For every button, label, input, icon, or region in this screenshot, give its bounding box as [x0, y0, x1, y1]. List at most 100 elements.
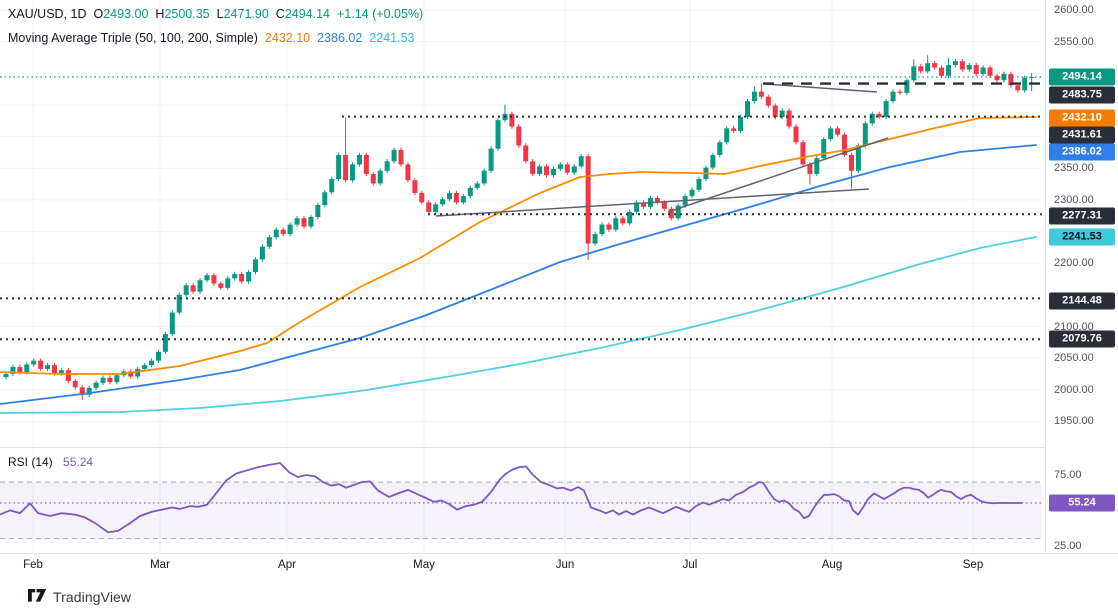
candle-body [363, 154, 369, 174]
candle-body [918, 66, 924, 72]
candle-body [356, 154, 362, 165]
month-label-Apr[interactable]: Apr [278, 559, 296, 571]
rsi-legend[interactable]: RSI (14) 55.24 [8, 455, 93, 469]
axis-tick: 2000.00 [1054, 383, 1094, 396]
month-label-Feb[interactable]: Feb [23, 559, 43, 571]
axis-tick: 2550.00 [1054, 35, 1094, 48]
month-label-Aug[interactable]: Aug [821, 559, 843, 571]
candle-body [169, 312, 175, 335]
trendline [764, 83, 878, 93]
candle-body [329, 179, 335, 193]
price-badge-2079.76: 2079.76 [1049, 330, 1115, 348]
ohlc-item: H2500.35 [155, 7, 210, 21]
candle-body [45, 365, 51, 369]
month-label-May[interactable]: May [413, 559, 435, 571]
candle-body [758, 91, 764, 97]
candle-body [440, 199, 446, 205]
candle-body [93, 382, 99, 388]
candle-body [488, 148, 494, 171]
candle-body [731, 128, 737, 131]
rsi-band [0, 482, 1042, 539]
candle-body [72, 380, 78, 388]
candle-body [225, 278, 231, 288]
price-badge-2277.31: 2277.31 [1049, 207, 1115, 224]
candle-body [987, 67, 993, 76]
trendline [667, 137, 889, 213]
candle-body [530, 161, 536, 174]
candle-body [523, 145, 529, 162]
sma-100-line [0, 144, 1037, 405]
candle-body [426, 202, 432, 212]
candle-body [890, 91, 896, 102]
price-badge-2431.61: 2431.61 [1049, 126, 1115, 143]
candle-body [675, 205, 681, 219]
price-badge-2241.53: 2241.53 [1049, 228, 1115, 246]
candle-body [578, 156, 584, 167]
chart-canvas[interactable] [0, 0, 1045, 578]
candle-body [952, 61, 958, 66]
candle-body [273, 229, 279, 238]
candle-body [862, 123, 868, 146]
candle-body [883, 101, 889, 117]
candle-body [855, 145, 861, 171]
candle-body [79, 387, 85, 395]
candle-body [994, 75, 1000, 81]
axis-tick: 1950.00 [1054, 415, 1094, 428]
candle-body [86, 387, 92, 395]
candle-body [557, 164, 563, 169]
candle-body [377, 170, 383, 184]
month-label-Mar[interactable]: Mar [150, 559, 170, 571]
candle-body [717, 142, 723, 155]
candle-body [128, 371, 134, 377]
axis-tick: 2600.00 [1054, 4, 1094, 16]
candle-body [904, 80, 910, 93]
candle-body [911, 66, 917, 81]
candle-body [391, 149, 397, 162]
candle-body [738, 116, 744, 131]
symbol-title: XAU/USD, 1D [8, 7, 87, 21]
sma-200-line [0, 236, 1037, 414]
axis-tick: 2050.00 [1054, 352, 1094, 365]
ma-legend[interactable]: Moving Average Triple (50, 100, 200, Sim… [8, 31, 421, 45]
candle-body [266, 237, 272, 247]
candle-body [218, 283, 224, 288]
candle-body [3, 373, 9, 378]
candle-body [516, 126, 522, 146]
candle-body [259, 246, 265, 260]
candle-body [149, 360, 155, 366]
candle-body [821, 139, 827, 159]
candle-body [336, 154, 342, 180]
axis-tick: 25.00 [1054, 540, 1082, 552]
price-badge-2386.02: 2386.02 [1049, 143, 1115, 160]
candle-body [641, 202, 647, 207]
candle-body [689, 189, 695, 197]
price-badge-2432.10: 2432.10 [1049, 109, 1115, 126]
candle-body [537, 166, 543, 174]
candle-body [939, 67, 945, 76]
ohlc-item: O2493.00 [93, 7, 149, 21]
time-axis[interactable]: Feb Mar Apr May Jun Jul Aug Sep [0, 553, 1118, 579]
candle-body [807, 164, 813, 174]
tradingview-watermark[interactable]: TradingView [28, 588, 131, 605]
rsi-title: RSI (14) [8, 455, 53, 469]
candle-body [460, 196, 466, 203]
candle-body [467, 187, 473, 197]
candle-body [828, 128, 834, 140]
sma-50-line [0, 116, 1037, 375]
candle-body [197, 280, 203, 292]
price-badge-2483.75: 2483.75 [1049, 86, 1115, 103]
ma-value: 2241.53 [369, 31, 415, 45]
month-label-Sep[interactable]: Sep [962, 559, 984, 571]
candle-body [1022, 77, 1028, 91]
candle-body [447, 192, 453, 200]
month-label-Jun[interactable]: Jun [555, 559, 575, 571]
symbol-legend[interactable]: XAU/USD, 1D O2493.00 H2500.35 L2471.90 C2494… [8, 7, 425, 21]
candle-body [620, 218, 626, 224]
price-axis[interactable]: 2600.00 2550.00 2350.00 2300.00 2200.00 2100.… [1045, 0, 1118, 578]
candle-body [925, 63, 931, 72]
price-badge-2494.14: 2494.14 [1049, 68, 1115, 86]
candle-body [571, 166, 577, 173]
candle-body [945, 65, 951, 76]
month-label-Jul[interactable]: Jul [682, 559, 698, 571]
